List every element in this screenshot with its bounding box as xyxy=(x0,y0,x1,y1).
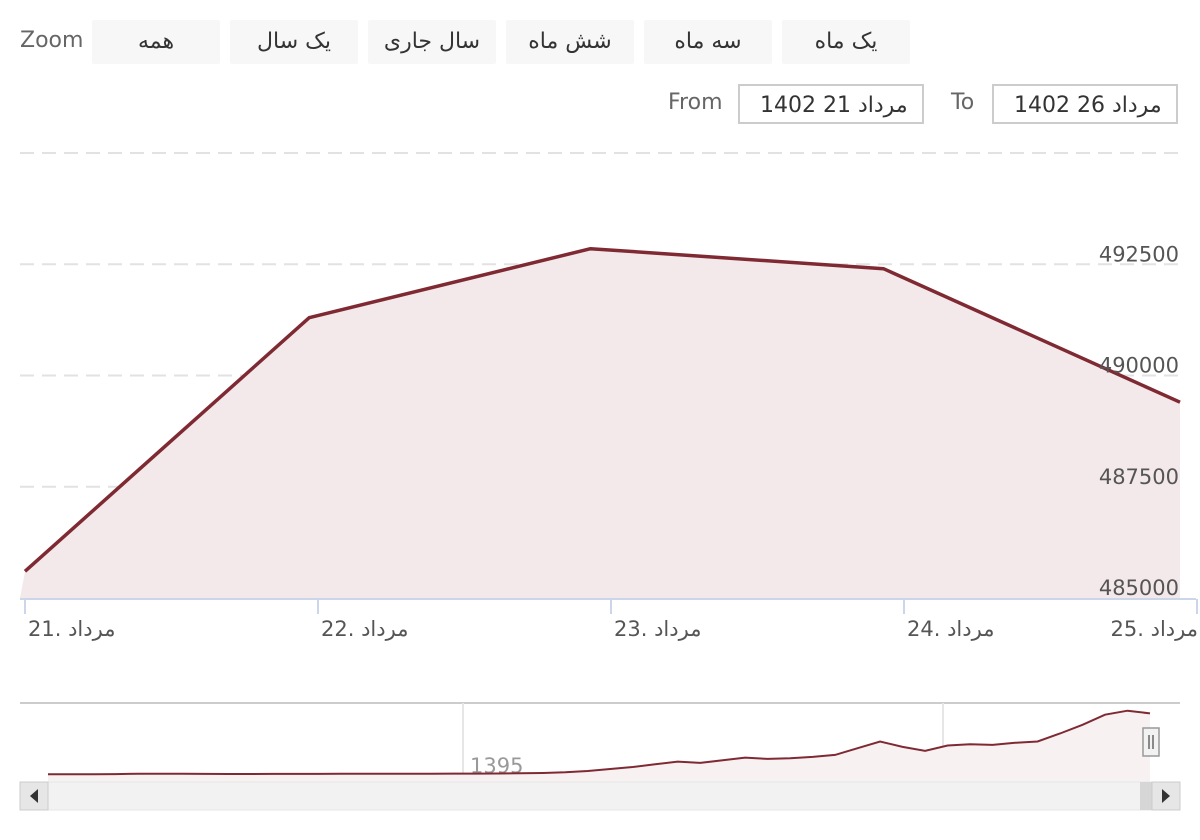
arrow-left-icon xyxy=(30,789,38,803)
navigator-series xyxy=(47,709,1151,776)
to-label: To xyxy=(951,90,975,115)
scrollbar-thumb[interactable] xyxy=(1140,782,1154,810)
y-tick-label: 485000 xyxy=(1099,576,1179,600)
y-tick-label: 490000 xyxy=(1099,354,1179,378)
arrow-right-icon xyxy=(1162,789,1170,803)
from-date-input[interactable]: 1402 مرداد 21 xyxy=(738,84,924,124)
zoom-one-year-button[interactable]: یک سال xyxy=(230,20,358,64)
series-area xyxy=(20,248,1180,598)
range-selector: Zoom همه یک سال سال جاری شش ماه سه ماه ی… xyxy=(20,20,920,64)
x-tick-label: 25. مرداد xyxy=(1111,617,1198,641)
from-label: From xyxy=(668,90,723,115)
navigator-area xyxy=(48,710,1150,782)
y-tick-label: 492500 xyxy=(1099,242,1179,266)
scrollbar-track[interactable] xyxy=(19,781,1181,811)
zoom-label: Zoom xyxy=(20,28,84,53)
x-tick-label: 21. مرداد xyxy=(28,617,115,641)
zoom-three-month-button[interactable]: سه ماه xyxy=(644,20,772,64)
zoom-six-month-button[interactable]: شش ماه xyxy=(506,20,634,64)
x-tick-label: 22. مرداد xyxy=(321,617,408,641)
to-date-input[interactable]: 1402 مرداد 26 xyxy=(992,84,1178,124)
x-tick-label: 24. مرداد xyxy=(907,617,994,641)
zoom-ytd-button[interactable]: سال جاری xyxy=(368,20,496,64)
zoom-all-button[interactable]: همه xyxy=(92,20,220,64)
series-line xyxy=(23,246,1181,573)
date-range-inputs: From 1402 مرداد 21 To 1402 مرداد 26 xyxy=(0,84,1200,128)
zoom-one-month-button[interactable]: یک ماه xyxy=(782,20,910,64)
navigator-handle[interactable] xyxy=(1142,727,1160,757)
x-tick-label: 23. مرداد xyxy=(614,617,701,641)
y-tick-label: 487500 xyxy=(1099,465,1179,489)
